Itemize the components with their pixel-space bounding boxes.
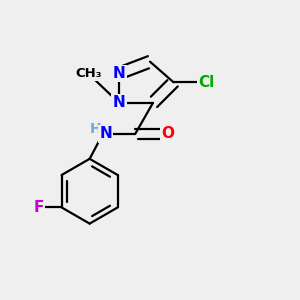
Text: CH₃: CH₃ [75,67,101,80]
Text: H: H [90,122,101,136]
Text: F: F [34,200,44,215]
Text: Cl: Cl [198,75,214,90]
Text: O: O [161,126,174,141]
Text: N: N [113,95,125,110]
Text: N: N [113,66,125,81]
Text: N: N [100,126,112,141]
